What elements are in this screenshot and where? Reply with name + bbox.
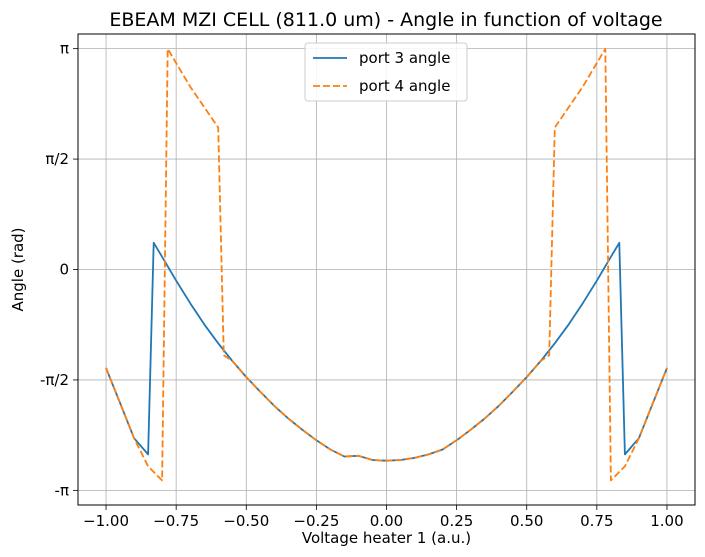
x-tick-label: 0.25 <box>440 512 473 530</box>
y-tick-label: π <box>60 40 69 58</box>
series-line-port-4-angle <box>105 47 668 482</box>
legend: port 3 angle port 4 angle <box>304 42 468 102</box>
y-axis-label: Angle (rad) <box>9 227 27 311</box>
y-axis-ticks: -π -π/2 0 π/2 π <box>40 40 78 499</box>
x-tick-label: −0.25 <box>293 512 339 530</box>
x-tick-label: −0.75 <box>153 512 199 530</box>
legend-label: port 4 angle <box>359 77 450 95</box>
x-tick-label: 0.00 <box>370 512 403 530</box>
x-tick-label: 0.50 <box>510 512 543 530</box>
chart-title: EBEAM MZI CELL (811.0 um) - Angle in fun… <box>109 9 662 31</box>
x-axis-ticks: −1.00 −0.75 −0.50 −0.25 0.00 0.25 0.50 0.75 1.00 <box>83 505 684 530</box>
x-axis-label: Voltage heater 1 (a.u.) <box>302 529 471 547</box>
x-tick-label: −1.00 <box>83 512 129 530</box>
x-tick-label: 0.75 <box>580 512 613 530</box>
x-tick-label: −0.50 <box>223 512 269 530</box>
y-tick-label: -π <box>55 481 69 499</box>
y-tick-label: 0 <box>59 261 69 279</box>
y-tick-label: -π/2 <box>40 371 69 389</box>
legend-label: port 3 angle <box>359 49 450 67</box>
series-layer <box>105 47 668 482</box>
x-tick-label: 1.00 <box>650 512 683 530</box>
y-tick-label: π/2 <box>45 150 69 168</box>
